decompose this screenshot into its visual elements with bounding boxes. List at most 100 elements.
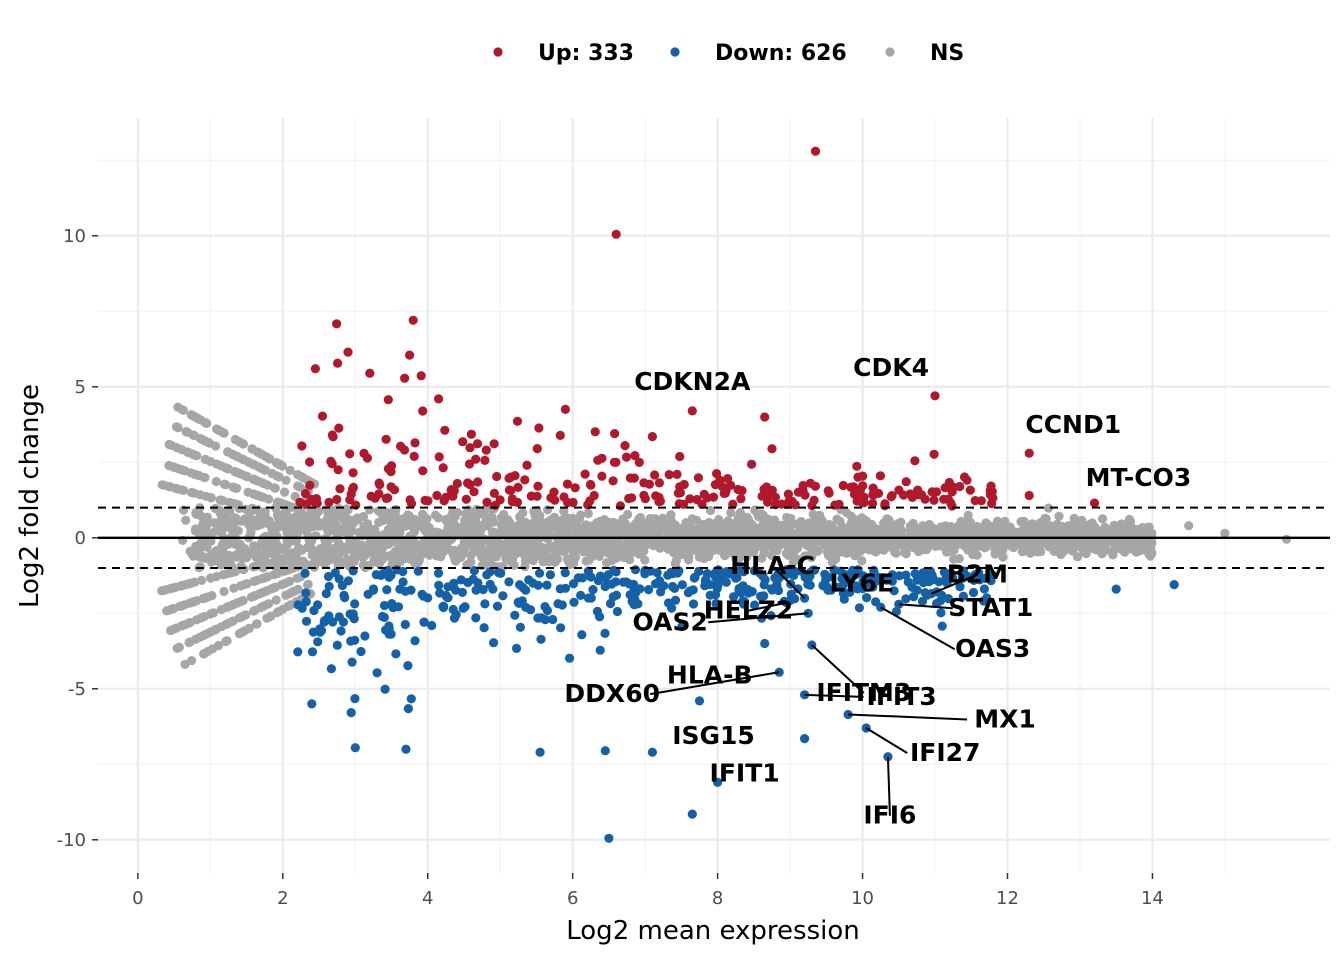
up-point <box>955 481 965 492</box>
ns-point <box>187 487 197 498</box>
ns-point <box>198 520 208 530</box>
ns-point <box>1130 541 1140 552</box>
up-point <box>929 449 939 459</box>
down-point <box>347 610 357 621</box>
ns-point <box>1281 534 1292 544</box>
up-point <box>399 445 410 455</box>
down-point <box>629 585 639 595</box>
down-point <box>832 582 842 592</box>
down-point <box>504 577 514 587</box>
up-point <box>654 478 665 488</box>
ns-point <box>1042 520 1052 531</box>
ns-point <box>258 478 268 488</box>
x-tick-label: 0 <box>132 888 143 909</box>
ns-point <box>578 547 589 557</box>
ns-point <box>815 522 825 532</box>
ns-point <box>268 535 278 545</box>
ns-point <box>1056 527 1066 538</box>
down-point <box>334 574 344 584</box>
ns-point <box>238 627 248 637</box>
ns-point <box>1043 503 1054 513</box>
down-point <box>618 577 628 587</box>
down-point <box>524 575 534 585</box>
up-point <box>305 457 315 467</box>
ns-point <box>1097 544 1107 554</box>
up-point <box>359 448 369 458</box>
gene-label: HELZ2 <box>704 596 793 625</box>
down-point <box>766 611 776 621</box>
up-point <box>770 492 781 502</box>
ns-point <box>741 526 752 537</box>
down-point <box>557 600 567 610</box>
up-point <box>620 441 630 451</box>
ns-point <box>252 575 262 585</box>
ns-point <box>1060 543 1071 553</box>
down-point <box>511 643 522 654</box>
label-connector <box>748 601 787 612</box>
x-tick-label: 14 <box>1141 888 1164 909</box>
ns-point <box>270 582 280 593</box>
ns-point <box>854 547 864 557</box>
down-point <box>339 590 349 601</box>
ns-point <box>360 550 370 561</box>
up-point <box>458 437 468 447</box>
up-point <box>621 452 632 462</box>
ns-point <box>850 539 860 549</box>
up-point <box>675 488 686 498</box>
ns-point <box>1220 528 1230 538</box>
up-point <box>532 444 542 454</box>
ns-point <box>229 482 239 492</box>
ns-point <box>199 472 209 482</box>
up-point <box>675 451 685 462</box>
ns-point <box>227 600 237 610</box>
down-point <box>868 582 878 592</box>
up-point <box>526 491 536 501</box>
ns-point <box>303 580 313 590</box>
x-tick-label: 8 <box>712 888 723 909</box>
ns-point <box>181 515 191 525</box>
ns-point <box>1063 527 1073 538</box>
up-point <box>580 469 590 479</box>
up-point <box>886 492 896 502</box>
down-point <box>627 596 637 607</box>
down-point <box>380 684 390 694</box>
down-point <box>403 704 413 714</box>
ns-point <box>324 545 334 555</box>
ns-point <box>985 521 995 531</box>
gene-label: HLA-B <box>667 660 753 689</box>
label-connector <box>880 606 956 651</box>
ns-point <box>267 525 277 535</box>
up-point <box>375 480 385 490</box>
down-point <box>332 640 342 650</box>
down-point <box>334 612 344 622</box>
ns-point <box>466 540 476 550</box>
up-point <box>310 364 320 374</box>
down-point <box>301 616 312 626</box>
up-point <box>672 469 682 479</box>
ns-point <box>192 413 202 423</box>
down-point <box>343 576 353 586</box>
labeled-gene-point <box>1024 448 1034 458</box>
ns-point <box>269 483 280 493</box>
down-point <box>576 590 586 601</box>
ns-point <box>453 507 463 518</box>
down-point <box>677 580 688 590</box>
ns-point <box>159 480 169 490</box>
down-point <box>307 699 317 709</box>
down-point <box>347 657 357 667</box>
ns-point <box>322 519 332 530</box>
down-point <box>932 598 942 609</box>
label-connector <box>931 573 978 595</box>
ns-point <box>314 521 324 531</box>
ns-point <box>439 544 449 554</box>
ns-point <box>364 538 374 549</box>
ns-point <box>231 467 241 477</box>
ns-point <box>706 526 716 536</box>
label-connector <box>650 671 780 696</box>
legend-key-down <box>670 47 680 57</box>
ns-point <box>564 554 574 565</box>
ns-point <box>709 519 719 529</box>
ns-point <box>192 596 202 606</box>
down-point <box>845 587 855 597</box>
down-point <box>903 577 913 587</box>
